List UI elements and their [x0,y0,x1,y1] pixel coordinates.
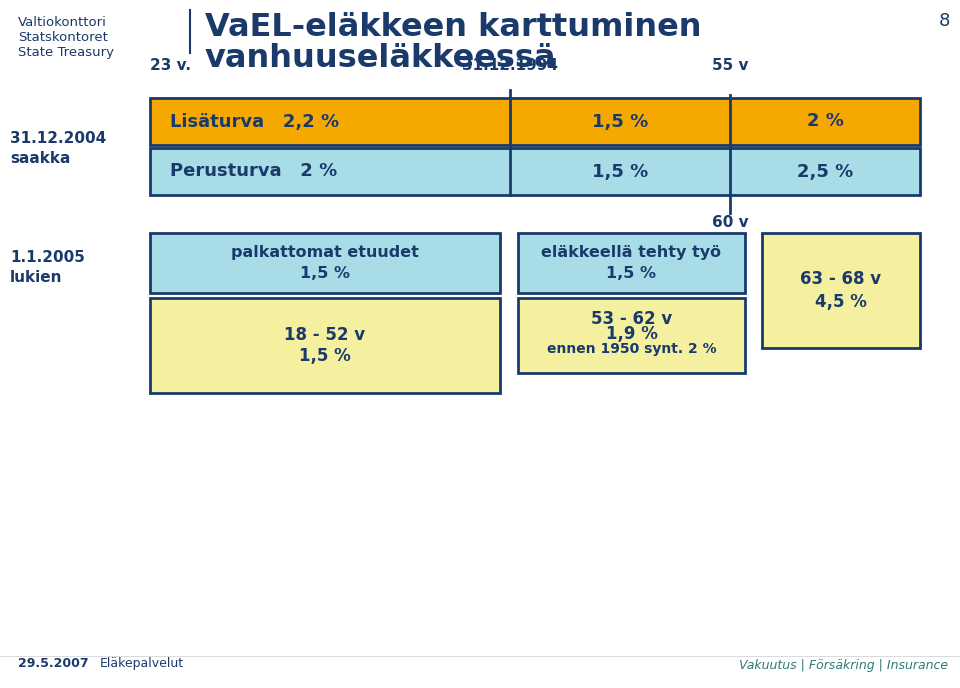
Text: VaEL-eläkkeen karttuminen: VaEL-eläkkeen karttuminen [205,12,702,43]
Bar [150,233,500,293]
Text: palkattomat etuudet: palkattomat etuudet [231,246,419,261]
Text: 53 - 62 v: 53 - 62 v [590,310,672,328]
Text: 63 - 68 v: 63 - 68 v [801,270,881,288]
Text: 4,5 %: 4,5 % [815,292,867,310]
Text: eläkkeellä tehty työ: eläkkeellä tehty työ [541,246,722,261]
Text: 29.5.2007: 29.5.2007 [18,657,88,670]
Text: 1,5 %: 1,5 % [592,162,648,180]
Text: 2,5 %: 2,5 % [797,162,853,180]
Text: 2 %: 2 % [806,113,844,131]
Text: 1,5 %: 1,5 % [592,113,648,131]
Text: 31.12.1994: 31.12.1994 [462,58,558,73]
Text: 60 v: 60 v [711,215,748,230]
Text: 55 v: 55 v [711,58,748,73]
Text: Eläkepalvelut: Eläkepalvelut [100,657,184,670]
Text: 18 - 52 v: 18 - 52 v [284,325,366,343]
Text: vanhuuseläkkeessä: vanhuuseläkkeessä [205,43,557,74]
Text: 1,9 %: 1,9 % [606,325,658,343]
Bar [518,233,745,293]
Text: Lisäturva   2,2 %: Lisäturva 2,2 % [170,113,339,131]
Text: 1,5 %: 1,5 % [607,266,657,281]
Text: State Treasury: State Treasury [18,46,114,59]
Bar [518,298,745,373]
Text: ennen 1950 synt. 2 %: ennen 1950 synt. 2 % [546,343,716,356]
Text: lukien: lukien [10,270,62,286]
Text: Vakuutus | Försäkring | Insurance: Vakuutus | Försäkring | Insurance [739,659,948,672]
Text: saakka: saakka [10,151,70,166]
Text: 1,5 %: 1,5 % [300,347,350,365]
Bar [150,298,500,393]
Text: 1,5 %: 1,5 % [300,266,350,281]
Bar [150,148,920,195]
Text: 31.12.2004: 31.12.2004 [10,131,107,146]
Text: Statskontoret: Statskontoret [18,31,108,44]
Text: Valtiokonttori: Valtiokonttori [18,16,107,29]
Bar [762,233,920,348]
Text: 8: 8 [939,12,950,30]
Text: 1.1.2005: 1.1.2005 [10,250,84,266]
Text: 23 v.: 23 v. [150,58,191,73]
Bar [150,98,920,145]
Text: Perusturva   2 %: Perusturva 2 % [170,162,337,180]
